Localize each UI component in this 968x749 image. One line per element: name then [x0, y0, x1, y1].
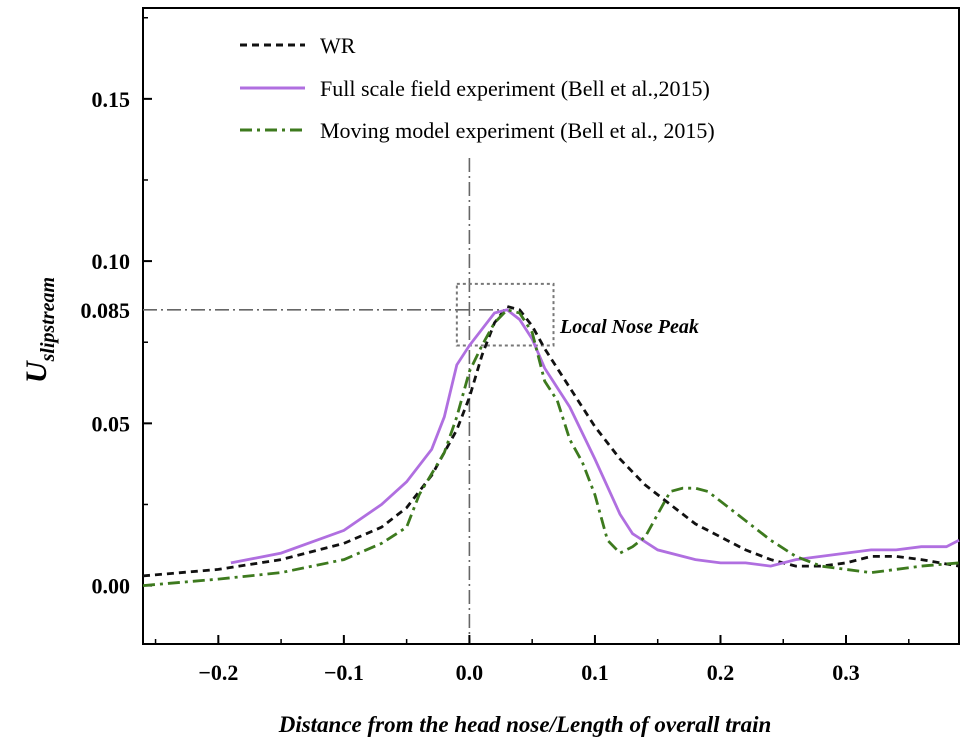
x-axis-ticks [154, 635, 910, 644]
svg-text:Uslipstream: Uslipstream [20, 277, 59, 383]
y-axis-ticks [143, 16, 152, 587]
y-tick-label: 0.00 [92, 574, 131, 599]
legend-label-full-scale: Full scale field experiment (Bell et al.… [320, 76, 710, 101]
y-tick-label: 0.10 [92, 249, 131, 274]
x-tick-label: 0.0 [456, 660, 484, 685]
x-tick-label: 0.3 [832, 660, 860, 685]
y-tick-label: 0.05 [92, 411, 131, 436]
x-tick-label: −0.1 [324, 660, 364, 685]
series-line-moving-model [142, 308, 960, 587]
local-nose-peak-box [455, 282, 555, 347]
x-tick-label: −0.2 [198, 660, 238, 685]
y-axis-label-main: U [20, 360, 53, 383]
y-tick-label: 0.15 [92, 87, 131, 112]
y-axis-label-subscript: slipstream [37, 277, 59, 362]
legend: WR Full scale field experiment (Bell et … [240, 33, 715, 143]
annotation-local-nose-peak: Local Nose Peak [559, 316, 699, 338]
highlight-y-label: 0.085 [81, 298, 131, 323]
y-axis-label: Uslipstream [20, 277, 59, 383]
x-tick-label: 0.2 [707, 660, 735, 685]
legend-label-moving-model: Moving model experiment (Bell et al., 20… [320, 118, 715, 143]
series-line-full-scale [230, 308, 960, 568]
legend-label-wr: WR [320, 33, 356, 58]
series-line-wr [142, 304, 960, 578]
plot-frame [142, 7, 960, 645]
x-tick-label: 0.1 [581, 660, 609, 685]
x-axis-label: Distance from the head nose/Length of ov… [278, 712, 772, 737]
